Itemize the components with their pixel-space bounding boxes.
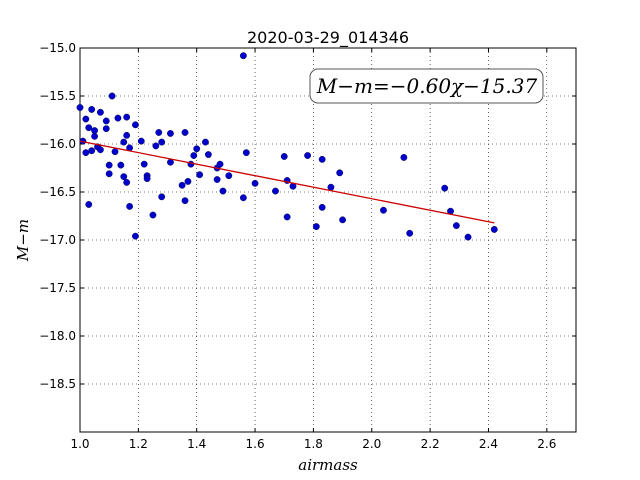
data-point	[108, 92, 116, 100]
x-tick-label: 2.6	[537, 437, 556, 451]
data-point	[251, 179, 259, 187]
x-tick-label: 2.4	[479, 437, 498, 451]
data-point	[181, 197, 189, 205]
x-axis-label: airmass	[298, 456, 358, 474]
fit-equation: M−m=−0.60χ−15.37	[316, 74, 538, 98]
grid	[79, 47, 576, 432]
data-point	[464, 233, 472, 241]
data-point	[102, 125, 110, 133]
annotation-box: M−m=−0.60χ−15.37	[309, 68, 544, 104]
chart-title: 2020-03-29_014346	[247, 28, 409, 48]
data-point	[242, 149, 250, 157]
data-point	[441, 184, 449, 192]
data-point	[158, 138, 166, 146]
x-tick-label: 2.0	[362, 437, 381, 451]
data-point	[184, 178, 192, 185]
data-point	[406, 229, 414, 237]
data-point	[167, 130, 174, 137]
data-point	[105, 170, 113, 178]
y-tick-label: −16.5	[39, 185, 76, 199]
data-point	[239, 194, 247, 202]
data-point	[452, 222, 460, 230]
x-tick-label: 2.2	[421, 437, 440, 451]
data-point	[120, 138, 128, 146]
x-tick-label: 1.6	[246, 437, 265, 451]
data-point	[126, 202, 134, 210]
data-point	[120, 173, 128, 181]
data-point	[239, 52, 247, 60]
data-point	[132, 232, 139, 240]
data-point	[97, 108, 104, 116]
data-points	[76, 52, 498, 241]
fit-line-group	[79, 140, 495, 224]
data-point	[225, 172, 233, 180]
y-tick-label: −15.5	[39, 89, 76, 103]
x-tick-label: 1.2	[129, 437, 148, 451]
data-point	[123, 131, 131, 139]
data-point	[149, 211, 157, 219]
data-point	[327, 183, 335, 191]
data-point	[204, 151, 212, 158]
data-point	[213, 176, 221, 183]
data-point	[400, 154, 408, 161]
data-point	[216, 160, 224, 168]
data-point	[97, 146, 104, 154]
x-tick-label: 1.4	[187, 437, 206, 451]
data-point	[82, 149, 90, 157]
data-point	[196, 171, 204, 179]
data-point	[123, 113, 131, 121]
data-point	[158, 193, 166, 201]
data-point	[155, 129, 163, 136]
data-point	[102, 117, 110, 125]
y-tick-label: −17.0	[39, 233, 76, 247]
data-point	[91, 127, 98, 134]
data-point	[336, 169, 344, 177]
data-point	[85, 201, 93, 208]
data-point	[190, 152, 198, 159]
data-point	[132, 121, 139, 129]
data-point	[304, 152, 311, 159]
data-point	[283, 213, 291, 221]
data-point	[318, 155, 326, 163]
data-point	[272, 187, 279, 195]
data-point	[143, 175, 151, 182]
data-point	[91, 132, 98, 140]
data-point	[85, 124, 93, 132]
axis-ticks: 1.0 1.2 1.4 1.6 1.8 2.0 2.2 2.4 2.6 −15.0 −15.5 −16…	[39, 41, 576, 451]
data-point	[152, 142, 160, 150]
data-point	[140, 160, 148, 168]
data-point	[193, 145, 201, 153]
x-tick-label: 1.8	[304, 437, 323, 451]
data-point	[76, 104, 84, 111]
y-tick-label: −17.5	[39, 281, 76, 295]
data-point	[202, 138, 209, 146]
fit-line	[79, 140, 495, 224]
y-tick-label: −18.5	[39, 377, 76, 391]
data-point	[280, 153, 288, 160]
data-point	[123, 178, 131, 186]
data-point	[178, 181, 186, 189]
y-tick-label: −16.0	[39, 137, 76, 151]
y-tick-label: −18.0	[39, 329, 76, 343]
data-point	[88, 106, 96, 113]
y-tick-label: −15.0	[39, 41, 76, 55]
data-point	[114, 114, 122, 122]
data-point	[181, 129, 189, 136]
data-point	[117, 161, 125, 169]
data-point	[312, 223, 320, 230]
data-point	[380, 206, 387, 214]
x-tick-label: 1.0	[70, 437, 89, 451]
data-point	[105, 161, 113, 169]
data-point	[490, 226, 498, 233]
y-axis-label: M−m	[14, 219, 32, 262]
data-point	[137, 137, 145, 145]
data-point	[82, 115, 90, 123]
data-point	[88, 147, 96, 155]
data-point	[318, 203, 326, 211]
data-point	[339, 216, 346, 224]
data-point	[111, 148, 119, 156]
data-point	[219, 187, 227, 195]
annotation-frame	[309, 68, 544, 104]
